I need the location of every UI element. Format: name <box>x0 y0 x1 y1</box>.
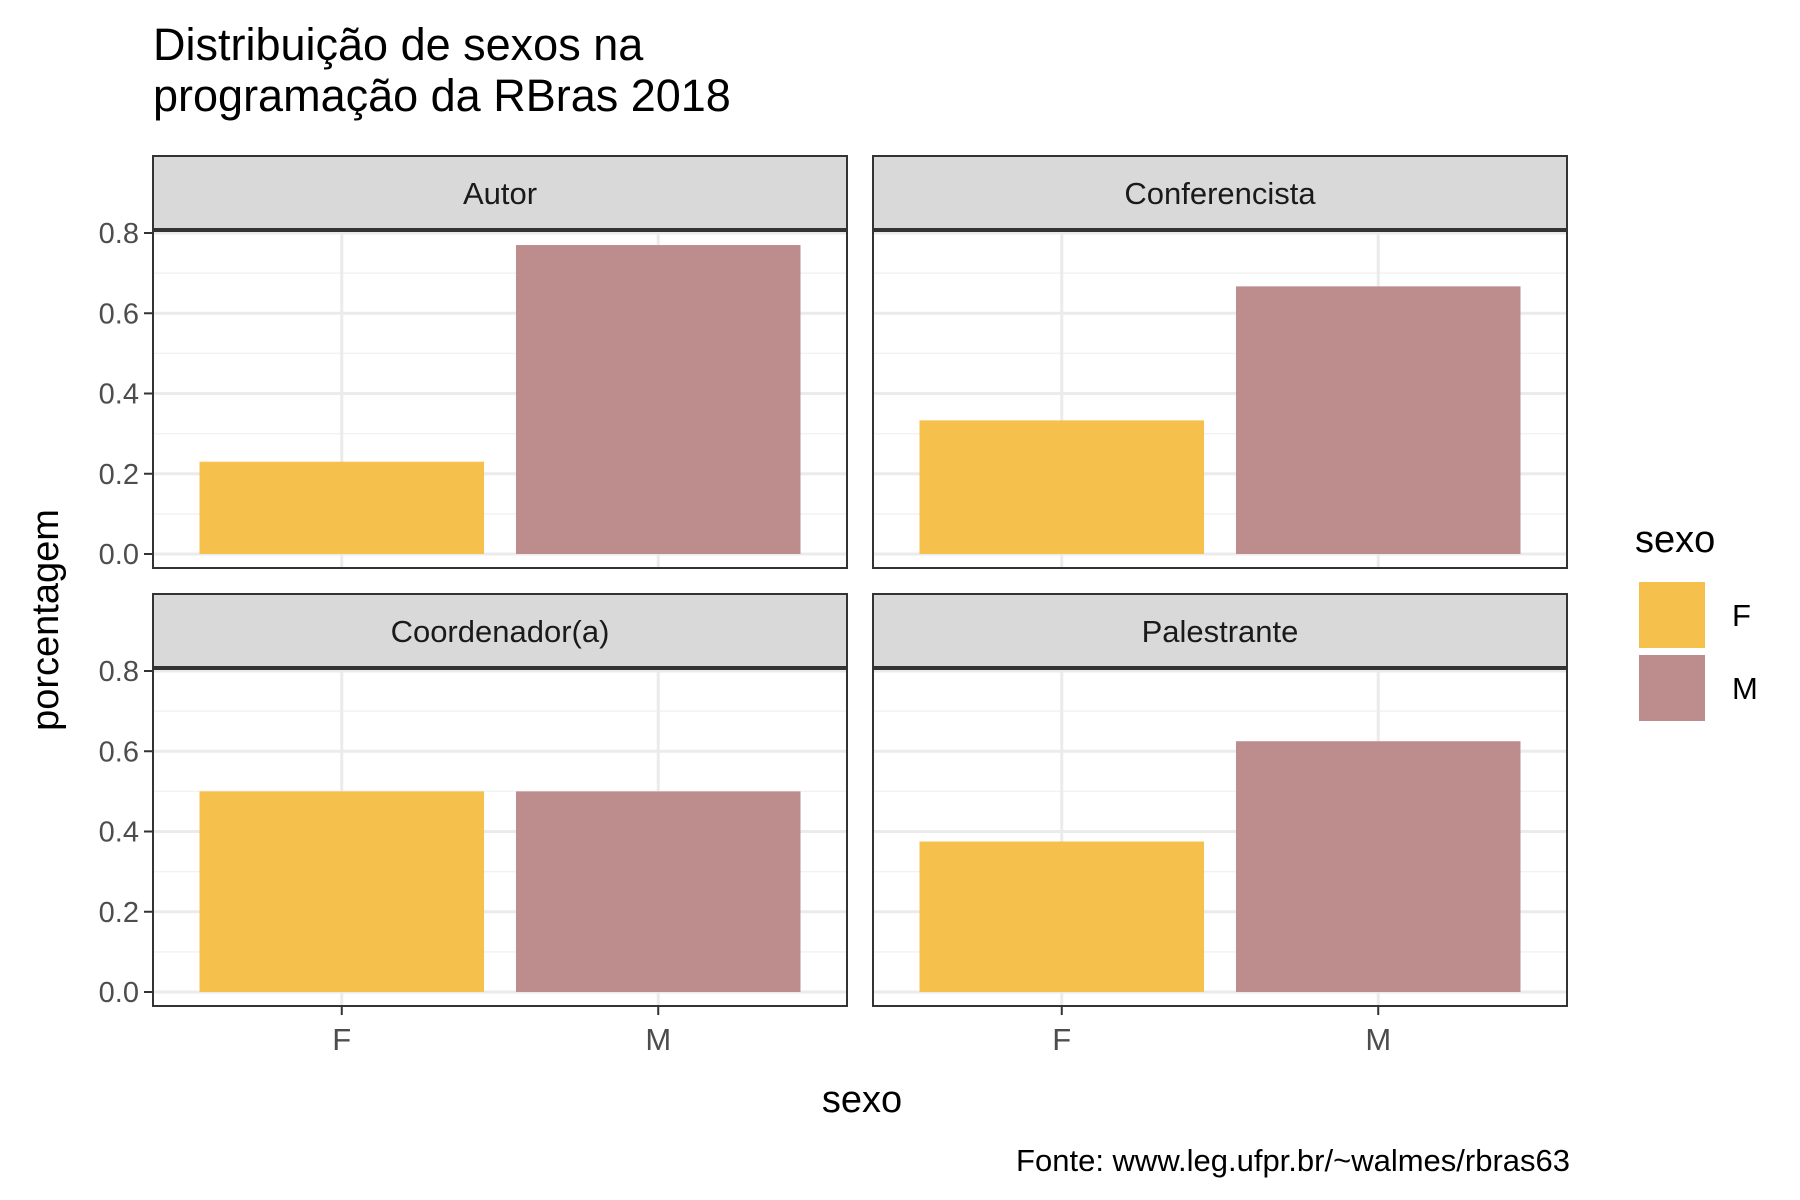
facet-panel: Conferencista <box>872 155 1568 569</box>
y-tick-label: 0.8 <box>99 218 139 250</box>
legend-label: M <box>1732 671 1758 706</box>
facet-panel: Autor 0.0 0.2 0.4 0.6 0.8 <box>99 155 848 571</box>
y-tick-label: 0.4 <box>99 817 139 849</box>
facet-strip-label: Palestrante <box>1142 614 1299 649</box>
y-axis-title: porcentagem <box>25 509 67 731</box>
legend-key-m <box>1639 655 1705 721</box>
bar-f <box>919 420 1205 554</box>
y-tick-label: 0.0 <box>99 539 139 571</box>
legend-title: sexo <box>1635 519 1715 561</box>
bar-f <box>199 791 485 992</box>
y-tick-label: 0.0 <box>99 977 139 1009</box>
facet-strip <box>872 155 1568 231</box>
facet-strip <box>872 593 1568 669</box>
y-tick-label: 0.2 <box>99 459 139 491</box>
chart-title-line: programação da RBras 2018 <box>153 70 731 121</box>
chart-title: Distribuição de sexos na programação da R… <box>153 19 731 121</box>
bar-m <box>515 245 801 554</box>
y-tick-label: 0.4 <box>99 379 139 411</box>
facet-panels: Autor 0.0 0.2 0.4 0.6 0.8 Conferencista Coorden… <box>99 155 1568 1057</box>
x-tick-label: F <box>1052 1022 1071 1057</box>
y-tick-label: 0.2 <box>99 897 139 929</box>
legend-label: F <box>1732 598 1751 633</box>
facet-strip-label: Autor <box>463 176 537 211</box>
legend-key-f <box>1639 582 1705 648</box>
bar-f <box>919 841 1205 992</box>
x-tick-label: M <box>645 1022 671 1057</box>
x-tick-label: M <box>1365 1022 1391 1057</box>
x-tick-label: F <box>332 1022 351 1057</box>
y-tick-label: 0.6 <box>99 736 139 768</box>
bar-m <box>1235 286 1521 554</box>
facet-panel: Palestrante F M <box>872 593 1568 1057</box>
y-tick-label: 0.8 <box>99 656 139 688</box>
facet-strip-label: Coordenador(a) <box>391 614 610 649</box>
bar-m <box>515 791 801 992</box>
facet-strip <box>152 155 848 231</box>
facet-panel: Coordenador(a) 0.0 0.2 0.4 0.6 0.8 F M <box>99 593 848 1057</box>
y-tick-label: 0.6 <box>99 298 139 330</box>
legend: sexo F M <box>1635 519 1758 721</box>
chart-title-line: Distribuição de sexos na <box>153 19 644 70</box>
caption: Fonte: www.leg.ufpr.br/~walmes/rbras63 <box>1016 1143 1570 1178</box>
bar-f <box>199 461 485 554</box>
bar-m <box>1235 741 1521 992</box>
facet-strip-label: Conferencista <box>1124 176 1316 211</box>
x-axis-title: sexo <box>822 1079 902 1121</box>
